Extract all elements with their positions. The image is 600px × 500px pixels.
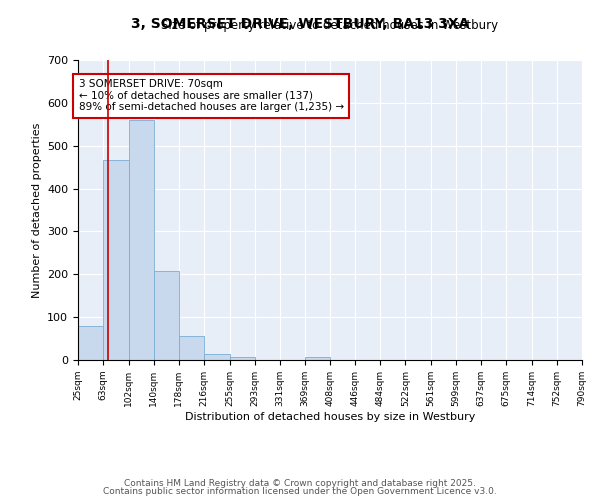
Title: Size of property relative to detached houses in Westbury: Size of property relative to detached ho… — [161, 20, 499, 32]
Bar — [154, 272, 179, 360]
Bar — [129, 120, 154, 360]
Bar — [204, 354, 230, 360]
Text: 3, SOMERSET DRIVE, WESTBURY, BA13 3XA: 3, SOMERSET DRIVE, WESTBURY, BA13 3XA — [131, 18, 469, 32]
Text: 3 SOMERSET DRIVE: 70sqm
← 10% of detached houses are smaller (137)
89% of semi-d: 3 SOMERSET DRIVE: 70sqm ← 10% of detache… — [79, 80, 344, 112]
Y-axis label: Number of detached properties: Number of detached properties — [32, 122, 41, 298]
Bar — [230, 356, 254, 360]
X-axis label: Distribution of detached houses by size in Westbury: Distribution of detached houses by size … — [185, 412, 475, 422]
Bar — [78, 326, 103, 360]
Bar — [103, 160, 129, 360]
Text: Contains HM Land Registry data © Crown copyright and database right 2025.: Contains HM Land Registry data © Crown c… — [124, 478, 476, 488]
Text: Contains public sector information licensed under the Open Government Licence v3: Contains public sector information licen… — [103, 487, 497, 496]
Bar — [179, 336, 204, 360]
Bar — [305, 356, 331, 360]
